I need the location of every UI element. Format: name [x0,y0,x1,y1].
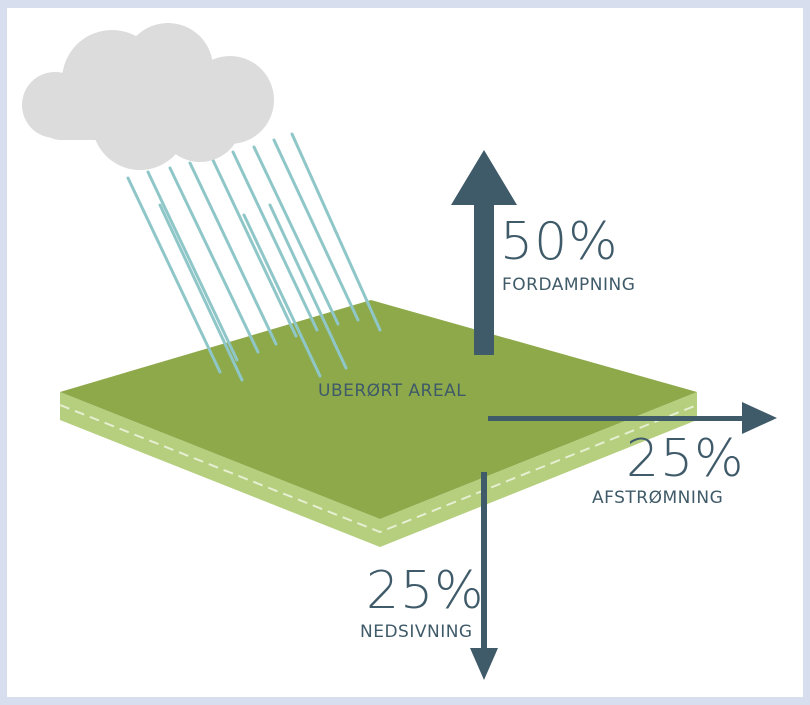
area-label: UBERØRT AREAL [318,381,467,401]
infiltration-percent: 25% [366,561,485,621]
ground-top [60,300,697,519]
rain-streaks [126,132,382,382]
cloud-icon [22,23,274,170]
runoff-percent: 25% [626,429,745,489]
arrow-down-icon [470,472,498,680]
ground-slab [59,300,698,547]
evaporation-label: FORDAMPNING [502,275,636,295]
ground-dashed-edge [59,404,698,534]
runoff-label: AFSTRØMNING [592,488,724,508]
arrow-up-icon [451,150,517,355]
evaporation-percent: 50% [500,212,619,272]
arrow-right-icon [488,402,777,434]
ground-side-left [60,392,380,547]
infiltration-label: NEDSIVNING [360,622,473,642]
